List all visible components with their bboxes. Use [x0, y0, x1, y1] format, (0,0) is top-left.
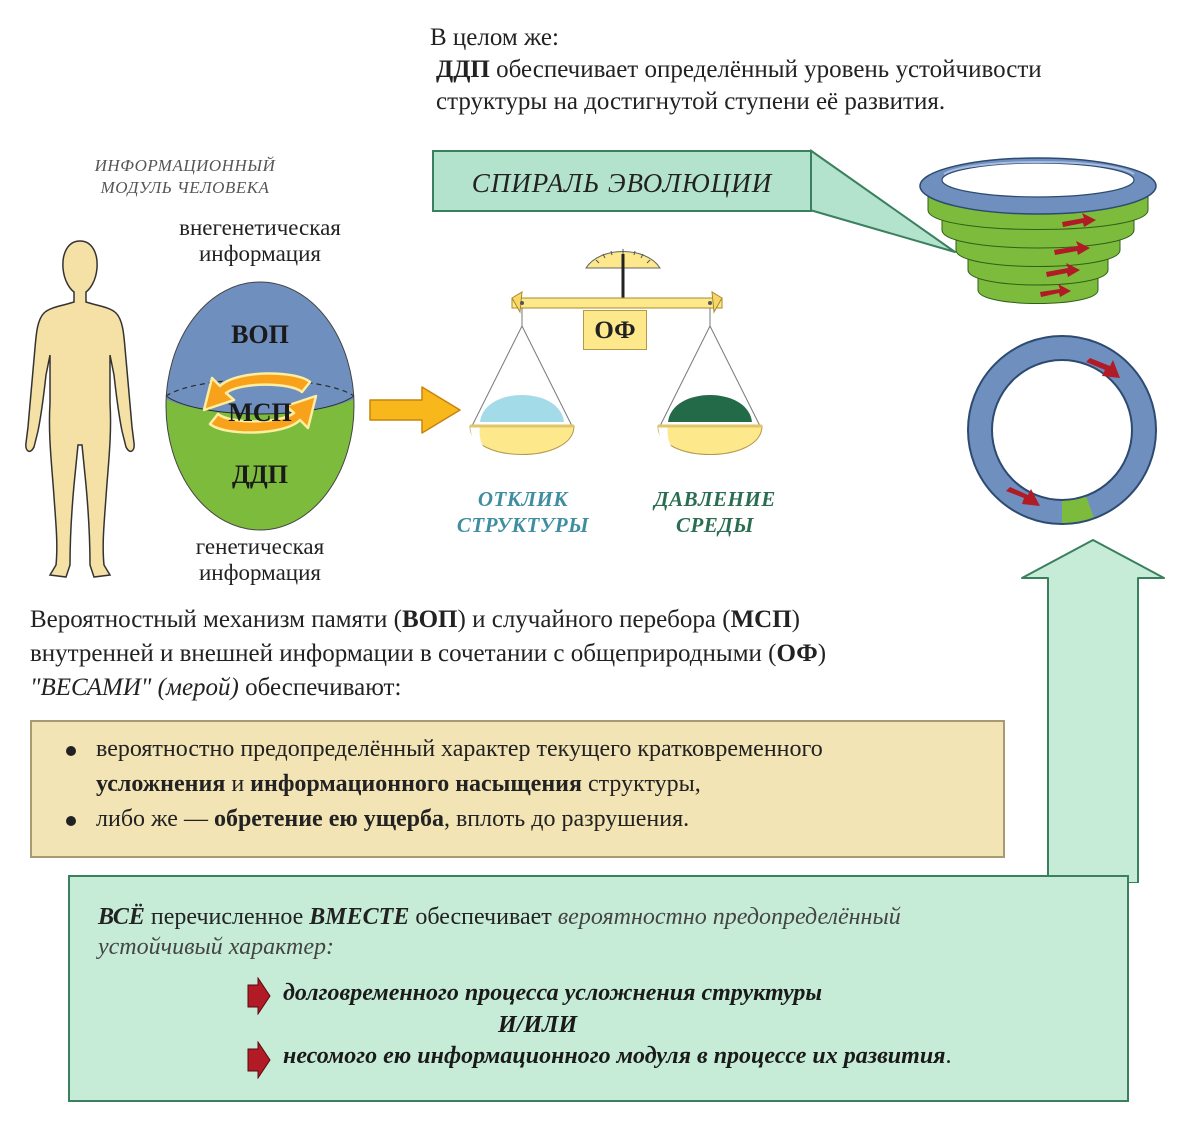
summary-item-2: несомого ею информационного модуля в про…	[283, 1043, 952, 1069]
right-pan	[657, 424, 763, 464]
intro-line-1: В целом же:	[430, 24, 559, 51]
ring-arrow-top-icon	[1086, 358, 1120, 378]
of-label: ОФ	[583, 310, 647, 350]
ring-arrow-bottom-icon	[1006, 487, 1040, 506]
outcome-item-2: либо же — обретение ею ущерба, вплоть до…	[64, 802, 983, 837]
evolution-spiral-icon	[919, 157, 1157, 304]
egg-equator-front	[165, 395, 355, 415]
egg-top-caption: внегенетическая информация	[179, 215, 341, 266]
right-dome	[668, 395, 752, 422]
module-label: ИНФОРМАЦИОННЫЙ МОДУЛЬ ЧЕЛОВЕКА	[94, 156, 276, 197]
scale-dial-icon	[585, 249, 661, 298]
egg-label-vop: ВОП	[231, 320, 289, 349]
balance-scales	[469, 249, 763, 464]
evolution-spiral-label: СПИРАЛЬ ЭВОЛЮЦИИ	[432, 150, 812, 212]
evolution-ring-icon	[967, 335, 1157, 525]
left-dome	[480, 395, 564, 422]
information-egg	[165, 281, 355, 531]
human-figure-icon	[25, 240, 135, 578]
summary-connector: И/ИЛИ	[498, 1012, 578, 1038]
egg-bottom-half	[166, 396, 354, 530]
environment-pressure-caption: ДАВЛЕНИЕ СРЕДЫ	[654, 487, 776, 537]
outcomes-box: вероятностно предопределённый характер т…	[30, 720, 1005, 858]
egg-label-ddp: ДДП	[232, 460, 288, 489]
right-arrow-icon	[369, 386, 461, 434]
outcome-item-1: вероятностно предопределённый характер т…	[64, 732, 983, 767]
egg-label-msp: МСП	[228, 398, 292, 427]
intro-text: В целом же: ДДП обеспечивает определённы…	[430, 22, 1042, 118]
egg-bottom-caption: генетическая информация	[195, 534, 325, 585]
summary-box	[68, 875, 1129, 1102]
intro-line-3: структуры на достигнутой ступени её разв…	[436, 88, 946, 115]
left-pan	[469, 424, 575, 464]
cycle-arrows-icon	[202, 372, 318, 434]
summary-item-1: долговременного процесса усложнения стру…	[283, 980, 823, 1006]
up-arrow-icon	[1021, 539, 1165, 883]
red-arrow-icon	[247, 977, 271, 1015]
scale-beam	[511, 297, 723, 309]
mechanism-paragraph: Вероятностный механизм памяти (ВОП) и сл…	[30, 606, 827, 701]
structure-response-caption: ОТКЛИК СТРУКТУРЫ	[456, 487, 590, 537]
spiral-arrows-icon	[1040, 213, 1096, 297]
intro-line-2: ДДП обеспечивает определённый уровень ус…	[436, 56, 1042, 83]
red-arrow-icon	[247, 1041, 271, 1079]
egg-equator-back	[165, 378, 355, 397]
summary-text: ВСЁ перечисленное ВМЕСТЕ обеспечивает ве…	[98, 904, 901, 960]
